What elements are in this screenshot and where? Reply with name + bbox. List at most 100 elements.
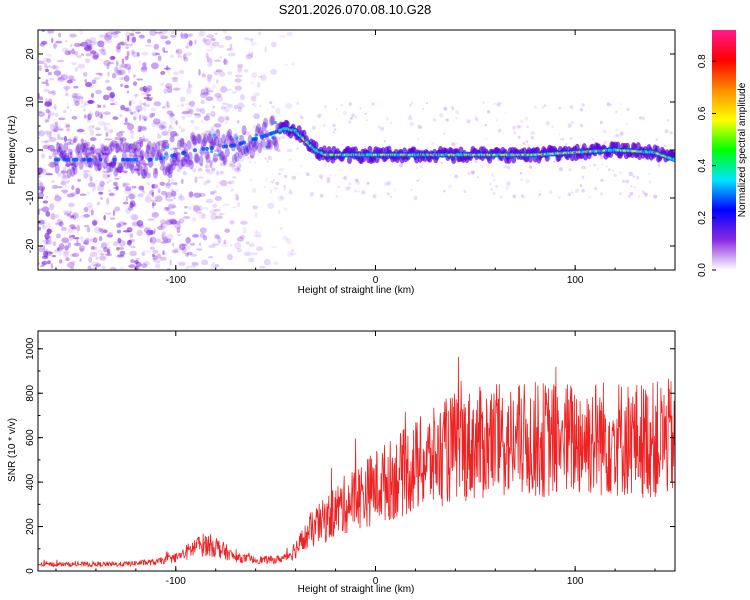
noise-blob xyxy=(55,233,61,239)
colorbar-label: Normalized spectral amplitude xyxy=(737,82,748,217)
noise-blob xyxy=(159,256,167,261)
noise-blob xyxy=(100,113,103,120)
ridge-outer xyxy=(267,139,273,150)
speckle-blob xyxy=(49,127,53,131)
speckle-blob xyxy=(146,148,149,152)
speckle-blob xyxy=(486,164,490,168)
noise-blob xyxy=(212,158,219,162)
noise-blob xyxy=(249,38,255,41)
ridge-blue xyxy=(224,144,229,149)
speckle-blob xyxy=(356,181,360,185)
noise-blob xyxy=(60,74,69,81)
noise-blob xyxy=(138,34,145,39)
speckle-blob xyxy=(553,160,556,163)
ridge-outer xyxy=(71,160,77,171)
noise-blob xyxy=(65,257,70,262)
speckle-blob xyxy=(588,196,591,199)
ridge-blue xyxy=(193,148,197,153)
ridge-outer xyxy=(167,164,173,175)
speckle-blob xyxy=(417,124,422,129)
ridge-cyan-spot xyxy=(254,133,258,137)
speckle-blob xyxy=(635,175,640,180)
speckle-blob xyxy=(266,138,271,142)
ridge-outer xyxy=(241,125,247,136)
noise-blob xyxy=(190,133,198,140)
noise-blob xyxy=(123,75,130,82)
speckle-blob xyxy=(565,142,568,146)
speckle-blob xyxy=(141,114,146,119)
noise-blob xyxy=(73,85,79,89)
noise-blob xyxy=(146,233,150,238)
noise-blob xyxy=(51,184,59,190)
noise-blob xyxy=(178,69,185,75)
noise-blob xyxy=(161,121,167,125)
noise-blob xyxy=(119,250,126,256)
speckle-blob xyxy=(359,107,362,110)
noise-blob xyxy=(138,185,145,190)
noise-blob xyxy=(139,100,142,107)
ridge-outer xyxy=(245,142,251,153)
noise-blob xyxy=(189,41,194,46)
noise-blob xyxy=(95,256,99,260)
noise-blob xyxy=(43,57,49,62)
ridge-outer xyxy=(152,168,158,179)
speckle-blob xyxy=(506,165,511,170)
ridge-outer xyxy=(83,155,89,166)
speckle-blob xyxy=(146,145,150,149)
noise-blob xyxy=(152,249,159,254)
noise-blob xyxy=(129,32,135,37)
snr-plot-frame xyxy=(37,330,676,572)
noise-blob xyxy=(95,89,102,95)
noise-blob xyxy=(144,44,153,47)
noise-blob xyxy=(154,31,163,34)
noise-blob xyxy=(95,41,101,45)
noise-blob xyxy=(249,155,254,159)
noise-blob xyxy=(120,142,129,147)
noise-blob xyxy=(38,167,44,174)
noise-blob xyxy=(89,251,98,257)
speckle-blob xyxy=(340,103,344,107)
noise-blob xyxy=(66,138,73,142)
noise-blob xyxy=(155,52,161,56)
noise-blob xyxy=(167,68,171,75)
noise-blob xyxy=(125,43,133,47)
noise-blob xyxy=(120,41,127,46)
speckle-blob xyxy=(579,184,583,188)
noise-blob xyxy=(118,147,123,152)
noise-blob xyxy=(142,62,147,67)
speckle-blob xyxy=(147,173,150,176)
speckle-blob xyxy=(174,164,179,169)
ridge-outer xyxy=(163,150,169,161)
noise-blob xyxy=(51,37,54,44)
noise-blob xyxy=(136,229,143,236)
speckle-blob xyxy=(299,164,303,168)
noise-blob xyxy=(212,84,216,90)
ridge-blue xyxy=(274,129,279,134)
noise-blob xyxy=(80,138,84,144)
speckle-blob xyxy=(92,189,95,192)
noise-blob xyxy=(64,51,71,56)
noise-blob xyxy=(185,136,189,141)
noise-blob xyxy=(128,193,135,200)
speckle-blob xyxy=(522,142,526,145)
noise-blob xyxy=(153,167,158,170)
noise-blob xyxy=(201,259,209,266)
speckle-blob xyxy=(254,161,257,164)
noise-blob xyxy=(124,63,132,70)
noise-blob xyxy=(102,170,110,173)
noise-blob xyxy=(116,223,122,228)
noise-blob xyxy=(53,43,57,49)
speckle-blob xyxy=(277,148,281,153)
y-tick-label: -20 xyxy=(25,238,36,253)
noise-blob xyxy=(49,203,55,211)
noise-blob xyxy=(88,205,94,212)
noise-blob xyxy=(280,195,284,200)
ridge-outer xyxy=(131,143,137,154)
speckle-blob xyxy=(270,180,274,184)
noise-blob xyxy=(165,219,173,226)
noise-blob xyxy=(165,40,171,45)
noise-blob xyxy=(150,107,157,112)
noise-blob xyxy=(106,241,110,247)
noise-blob xyxy=(185,237,191,244)
ridge-outer xyxy=(221,133,227,144)
